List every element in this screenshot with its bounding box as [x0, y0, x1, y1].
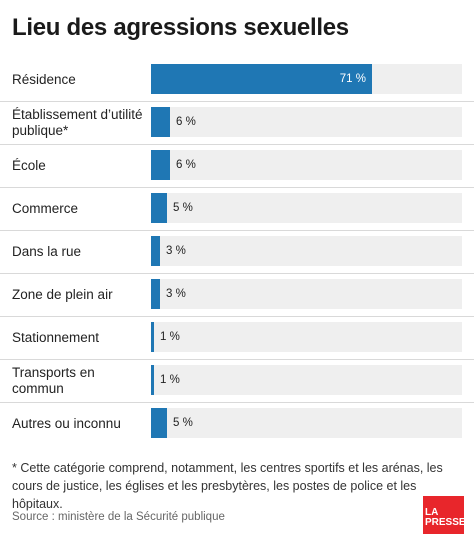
bar-track: 6 %: [151, 107, 462, 137]
row-divider: [0, 359, 474, 360]
value-label: 1 %: [160, 374, 180, 386]
bar-row: Transports en commun 1 %: [0, 359, 474, 402]
row-divider: [0, 144, 474, 145]
bar-track: 5 %: [151, 193, 462, 223]
bar: [151, 408, 167, 438]
bar-track: 71 %: [151, 64, 462, 94]
bar-row: École 6 %: [0, 144, 474, 187]
category-label: Autres ou inconnu: [12, 415, 121, 431]
category-label: Établissement d’utilité publique*: [12, 106, 143, 138]
bar: [151, 193, 167, 223]
row-divider: [0, 230, 474, 231]
value-label: 1 %: [160, 331, 180, 343]
footnote: * Cette catégorie comprend, notamment, l…: [12, 461, 443, 511]
category-label: Zone de plein air: [12, 286, 113, 302]
bar-track: 3 %: [151, 279, 462, 309]
bar: [151, 365, 154, 395]
value-label: 3 %: [166, 288, 186, 300]
category-label: Dans la rue: [12, 243, 82, 259]
logo-line-1: LA: [425, 507, 439, 518]
category-label: Résidence: [12, 71, 76, 87]
value-label: 6 %: [176, 159, 196, 171]
bar-row: Zone de plein air 3 %: [0, 273, 474, 316]
bar: [151, 107, 170, 137]
source-note: Source : ministère de la Sécurité publiq…: [12, 511, 225, 523]
category-label: Commerce: [12, 200, 79, 216]
bar-row: Résidence 71 %: [0, 58, 474, 101]
value-label: 71 %: [339, 73, 366, 85]
bar-row: Dans la rue 3 %: [0, 230, 474, 273]
row-divider: [0, 316, 474, 317]
bar: [151, 64, 372, 94]
bar-row: Autres ou inconnu 5 %: [0, 402, 474, 445]
la-presse-logo: LA PRESSE: [423, 496, 466, 534]
row-divider: [0, 402, 474, 403]
bar-track: 3 %: [151, 236, 462, 266]
bar: [151, 150, 170, 180]
category-label: Transports en commun: [12, 364, 95, 396]
value-label: 3 %: [166, 245, 186, 257]
chart-title: Lieu des agressions sexuelles: [12, 14, 349, 41]
value-label: 6 %: [176, 116, 196, 128]
bar-row: Établissement d’utilité publique* 6 %: [0, 101, 474, 144]
value-label: 5 %: [173, 202, 193, 214]
bar-row: Stationnement 1 %: [0, 316, 474, 359]
bar: [151, 236, 160, 266]
bar-track: 1 %: [151, 365, 462, 395]
bar-row: Commerce 5 %: [0, 187, 474, 230]
row-divider: [0, 101, 474, 102]
logo-line-2: PRESSE: [425, 517, 466, 528]
bar-track: 1 %: [151, 322, 462, 352]
bar: [151, 322, 154, 352]
category-label: École: [12, 157, 46, 173]
value-label: 5 %: [173, 417, 193, 429]
row-divider: [0, 187, 474, 188]
row-divider: [0, 273, 474, 274]
bar: [151, 279, 160, 309]
bar-track: 5 %: [151, 408, 462, 438]
bar-track: 6 %: [151, 150, 462, 180]
category-label: Stationnement: [12, 329, 100, 345]
